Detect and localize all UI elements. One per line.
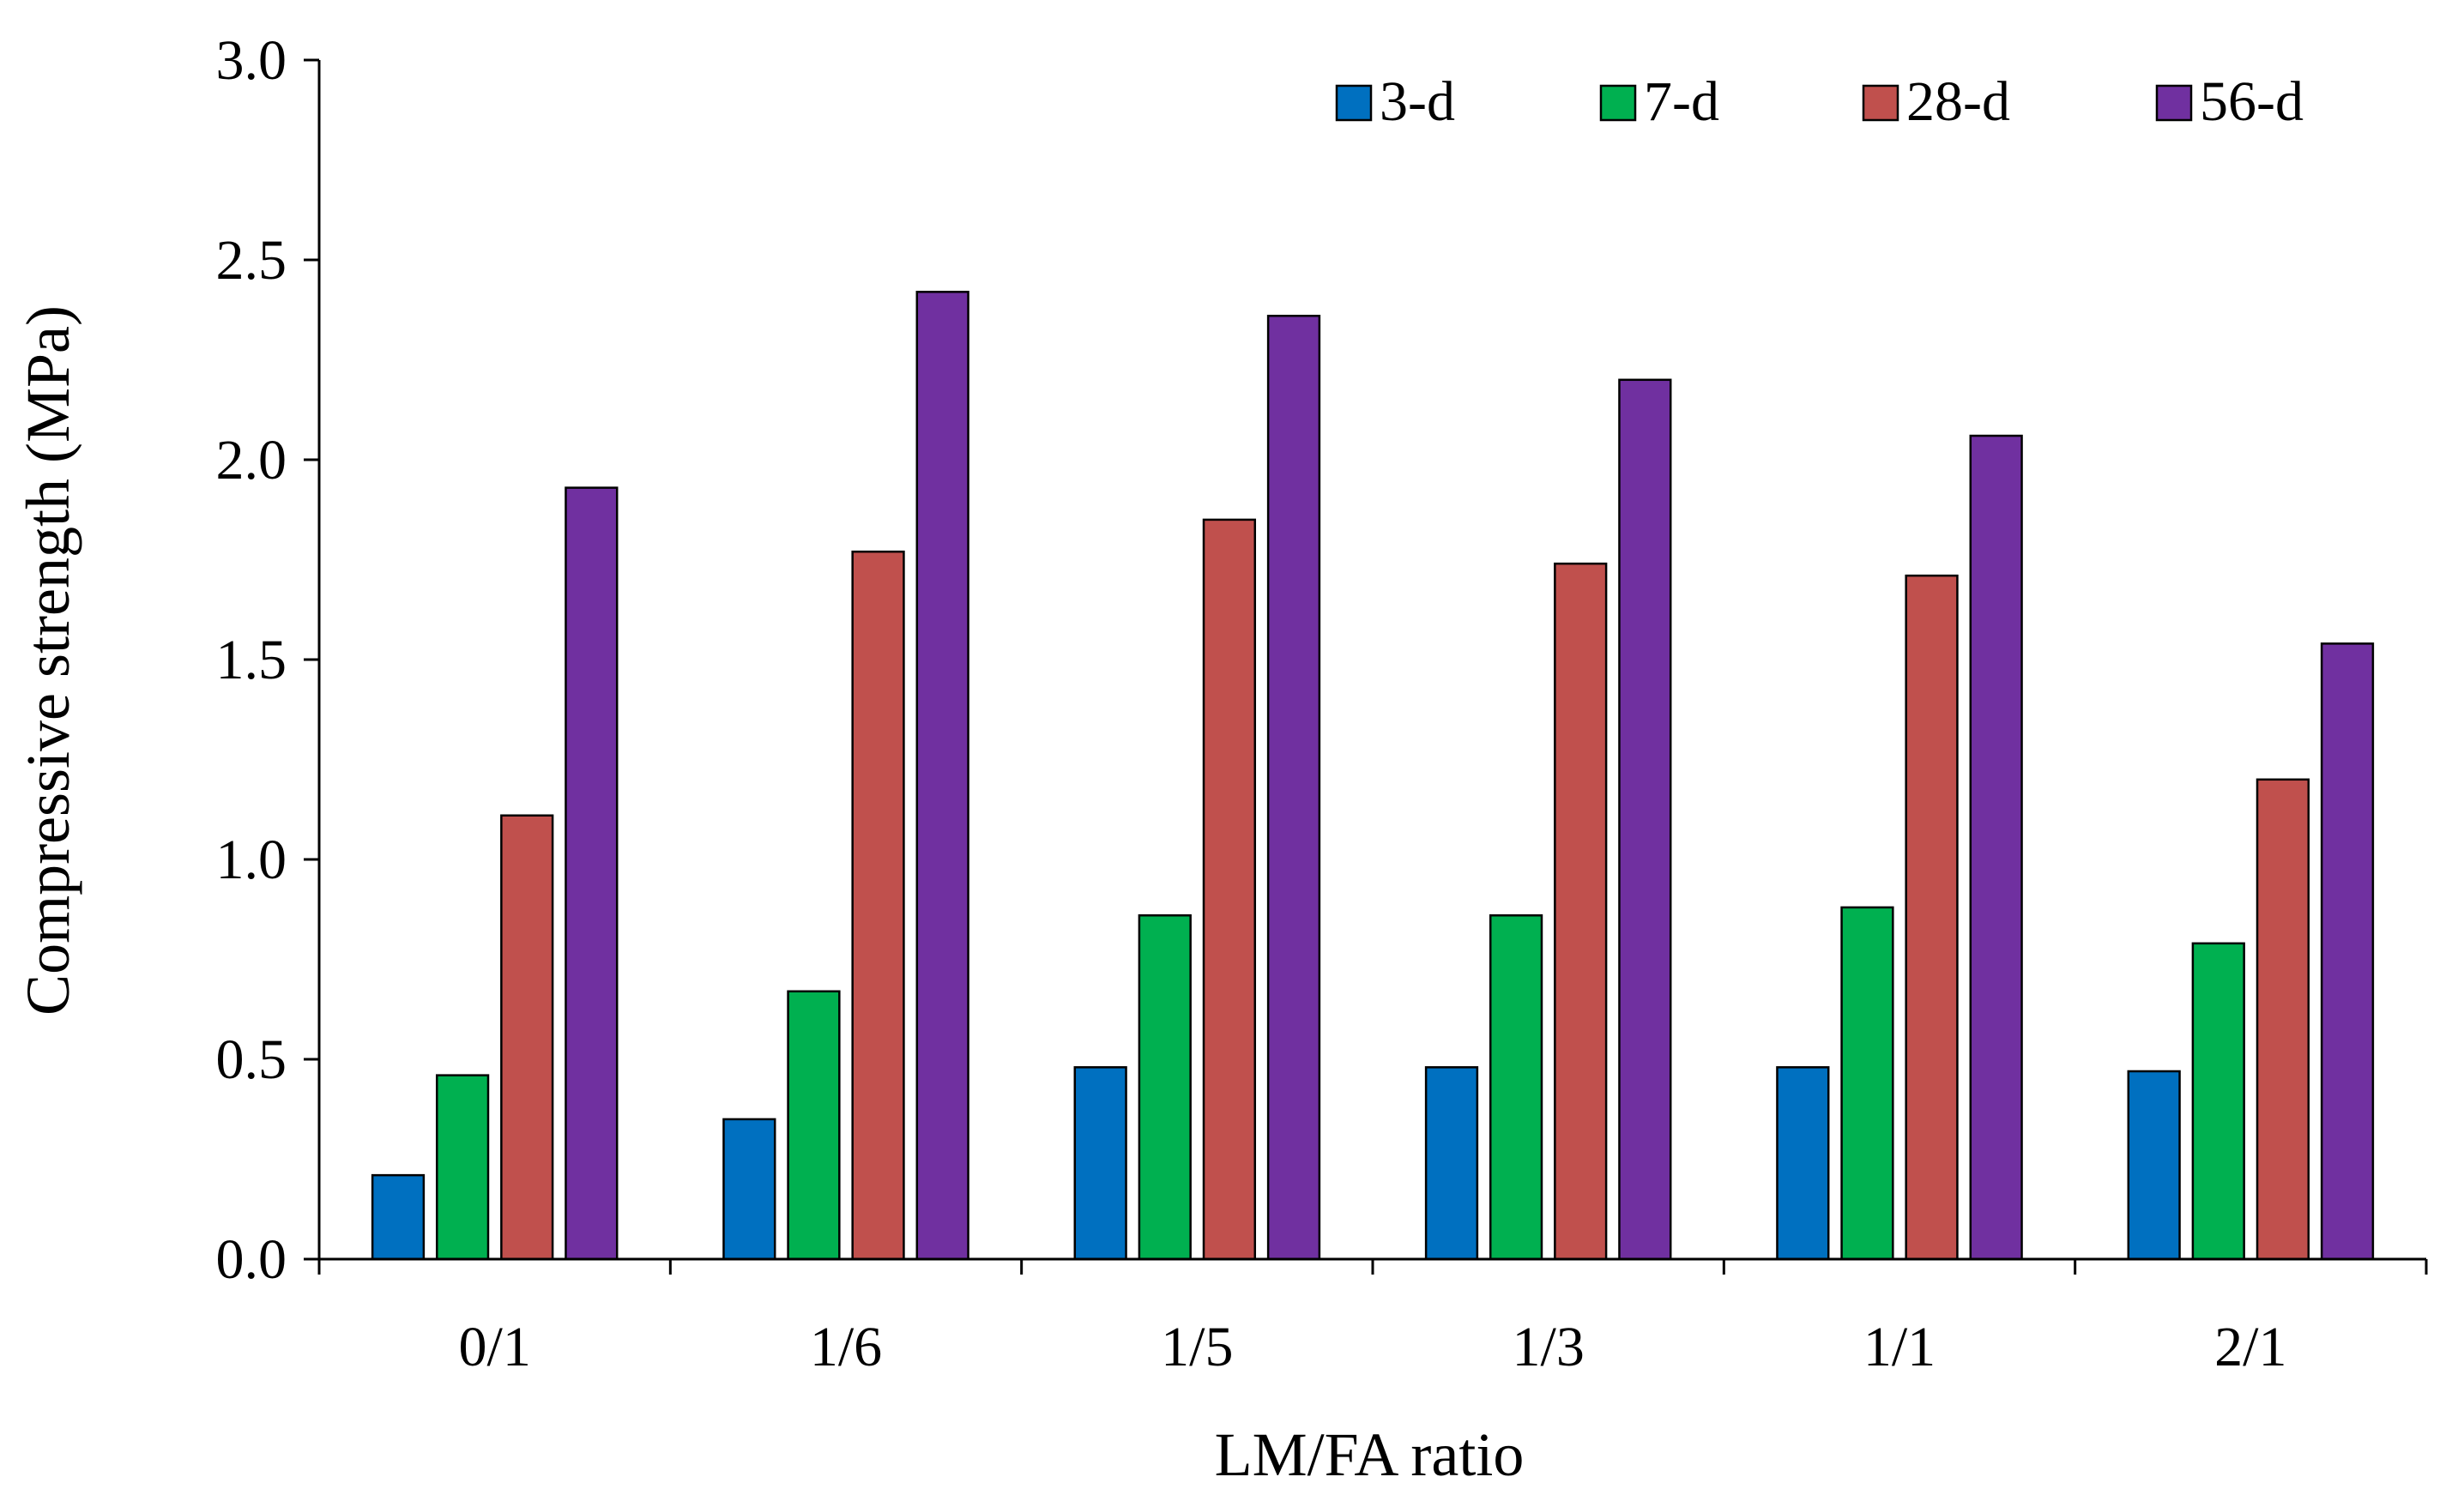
y-tick-label: 2.0 <box>216 429 287 491</box>
x-tick-label: 2/1 <box>2214 1316 2286 1378</box>
bar-28-d-2/1 <box>2256 778 2310 1261</box>
legend-swatch <box>1335 84 1373 122</box>
bar-56-d-1/5 <box>1266 314 1321 1261</box>
x-tick-label: 1/5 <box>1161 1316 1233 1378</box>
legend-label: 3-d <box>1380 70 1455 133</box>
bar-56-d-0/1 <box>565 486 619 1261</box>
y-tick-label: 1.0 <box>216 829 287 891</box>
bar-56-d-1/1 <box>1969 434 2023 1261</box>
bar-56-d-1/3 <box>1618 378 1672 1261</box>
bar-3-d-1/1 <box>1776 1066 1830 1261</box>
legend-swatch <box>1862 84 1899 122</box>
bar-7-d-1/1 <box>1840 906 1894 1261</box>
y-tick-label: 2.5 <box>216 229 287 292</box>
bar-28-d-0/1 <box>500 814 554 1261</box>
bar-28-d-1/3 <box>1554 562 1608 1261</box>
legend: 3-d 7-d 28-d 56-d <box>1335 70 2304 133</box>
x-tick-label: 1/3 <box>1512 1316 1584 1378</box>
bar-56-d-2/1 <box>2320 642 2375 1261</box>
legend-swatch <box>1599 84 1637 122</box>
legend-label: 28-d <box>1906 70 2010 133</box>
y-tick-label: 3.0 <box>216 29 287 92</box>
bar-3-d-1/3 <box>1424 1066 1479 1261</box>
bar-7-d-1/3 <box>1489 913 1543 1261</box>
bar-7-d-0/1 <box>435 1074 490 1261</box>
legend-swatch <box>2155 84 2193 122</box>
bar-3-d-0/1 <box>371 1173 426 1261</box>
bar-3-d-2/1 <box>2127 1070 2181 1261</box>
bar-3-d-1/5 <box>1073 1066 1127 1261</box>
x-tick-label: 1/6 <box>810 1316 882 1378</box>
bar-7-d-1/6 <box>787 990 841 1261</box>
bar-28-d-1/5 <box>1202 518 1257 1261</box>
bars-layer <box>371 291 2375 1261</box>
bar-28-d-1/6 <box>851 550 905 1261</box>
ticks-layer: 0.0 0.5 1.0 1.5 2.0 2.5 3.0 0/1 1/6 1/5 1/3 1/1 2/1 <box>216 29 2428 1378</box>
y-tick-label: 1.5 <box>216 629 287 691</box>
bar-28-d-1/1 <box>1905 574 1959 1261</box>
x-axis-title: LM/FA ratio <box>1215 1420 1525 1489</box>
x-tick-label: 1/1 <box>1863 1316 1936 1378</box>
legend-label: 7-d <box>1644 70 1719 133</box>
y-tick-label: 0.5 <box>216 1028 287 1091</box>
bar-7-d-1/5 <box>1138 913 1192 1261</box>
bar-3-d-1/6 <box>722 1118 776 1261</box>
x-tick-label: 0/1 <box>458 1316 530 1378</box>
y-axis-title: Compressive strength (MPa) <box>14 305 82 1016</box>
y-tick-label: 0.0 <box>216 1228 287 1291</box>
axes-layer <box>317 60 2426 1261</box>
bar-7-d-2/1 <box>2191 942 2245 1261</box>
bar-56-d-1/6 <box>915 291 969 1261</box>
legend-label: 56-d <box>2200 70 2304 133</box>
